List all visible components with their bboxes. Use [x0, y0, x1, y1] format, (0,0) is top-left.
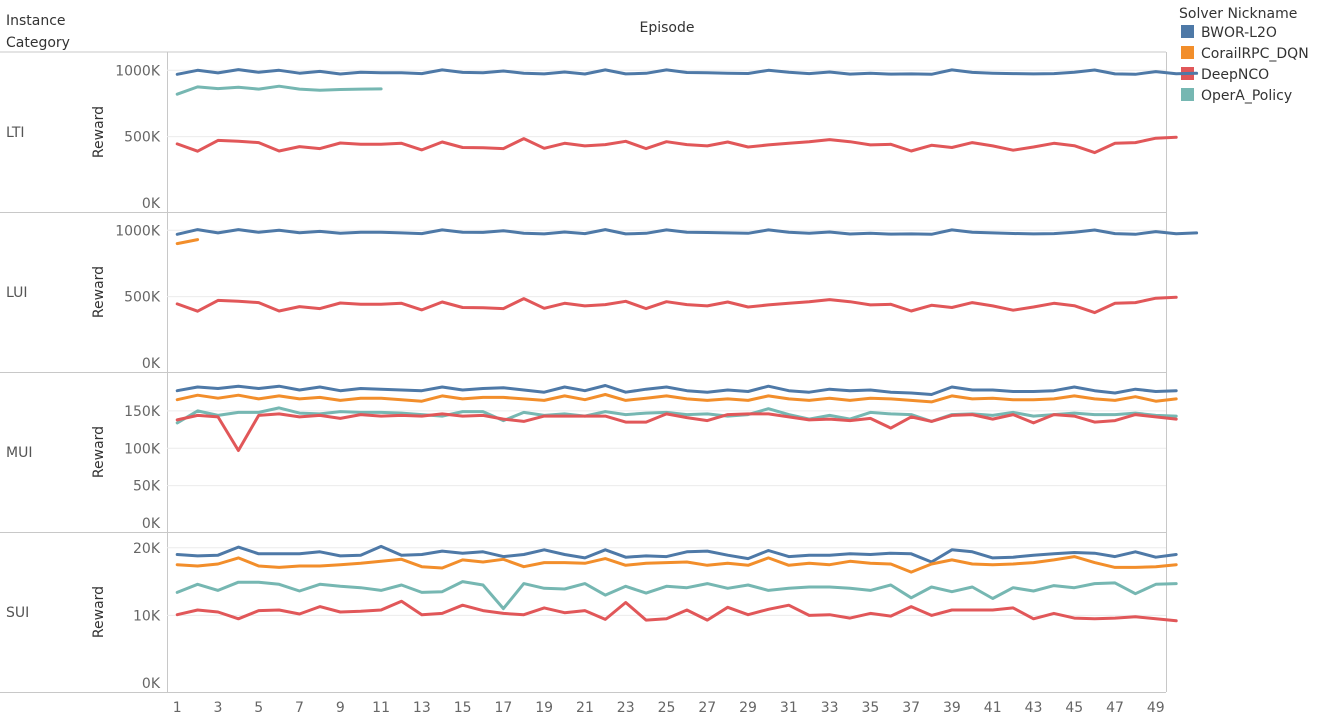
x-tick-label: 39 — [943, 700, 961, 716]
x-tick-label: 29 — [739, 700, 757, 716]
series-line-deepnco-lui[interactable] — [175, 295, 1178, 315]
series-line-deepnco-sui[interactable] — [175, 599, 1178, 623]
x-tick-label: 1 — [173, 700, 182, 716]
x-tick-label: 35 — [861, 700, 879, 716]
series-line-bwor-l2o-lti[interactable] — [175, 68, 1199, 76]
x-tick-label: 11 — [372, 700, 390, 716]
y-axis-title: Reward — [91, 586, 107, 638]
panel-lui: 0K 500K 1000K LUI Reward — [0, 223, 1199, 373]
y-tick-label: 1000K — [115, 223, 161, 239]
row-label-mui: MUI — [6, 445, 32, 461]
legend-swatch-corailrpc-dqn[interactable] — [1181, 46, 1194, 59]
row-label-sui: SUI — [6, 605, 29, 621]
legend-swatch-bwor-l2o[interactable] — [1181, 25, 1194, 38]
x-tick-label: 41 — [984, 700, 1002, 716]
series-line-bwor-l2o-mui[interactable] — [175, 384, 1178, 396]
y-axis-title: Reward — [91, 266, 107, 318]
x-tick-label: 19 — [535, 700, 553, 716]
y-tick-label: 1000K — [115, 63, 161, 79]
x-tick-label: 49 — [1147, 700, 1165, 716]
x-tick-label: 25 — [658, 700, 676, 716]
series-line-corailrpc-dqn-lui[interactable] — [175, 238, 200, 246]
x-axis: 1 3 5 7 9 11 13 15 17 19 21 23 25 27 29 31 33 35 37 39 41 43 4… — [173, 700, 1165, 716]
series-line-opera-policy-sui[interactable] — [175, 580, 1178, 611]
x-tick-label: 3 — [214, 700, 223, 716]
panel-sui: 0K 10K 20K SUI Reward — [0, 541, 1178, 693]
series-line-bwor-l2o-lui[interactable] — [175, 228, 1199, 236]
row-title-line1: Instance — [6, 13, 66, 29]
y-axis-title: Reward — [91, 106, 107, 158]
legend-label-corailrpc-dqn[interactable]: CorailRPC_DQN — [1201, 46, 1309, 62]
legend: Solver Nickname BWOR-L2O CorailRPC_DQN D… — [1179, 6, 1309, 104]
x-tick-label: 5 — [254, 700, 263, 716]
x-tick-label: 23 — [617, 700, 635, 716]
x-tick-label: 31 — [780, 700, 798, 716]
x-tick-label: 37 — [902, 700, 920, 716]
series-line-opera-policy-mui[interactable] — [175, 406, 1178, 425]
legend-label-deepnco[interactable]: DeepNCO — [1201, 67, 1269, 83]
x-tick-label: 45 — [1065, 700, 1083, 716]
y-tick-label: 150K — [124, 404, 161, 420]
x-tick-label: 15 — [454, 700, 472, 716]
legend-title: Solver Nickname — [1179, 6, 1297, 22]
x-tick-label: 43 — [1025, 700, 1043, 716]
series-line-opera-policy-lti[interactable] — [175, 84, 383, 96]
x-tick-label: 47 — [1106, 700, 1124, 716]
y-tick-label: 0K — [142, 516, 161, 532]
y-tick-label: 10K — [133, 608, 161, 624]
row-title-line2: Category — [6, 35, 70, 51]
y-axis-title: Reward — [91, 426, 107, 478]
x-tick-label: 27 — [698, 700, 716, 716]
series-line-deepnco-lti[interactable] — [175, 135, 1178, 155]
series-line-corailrpc-dqn-mui[interactable] — [175, 393, 1178, 404]
column-title: Episode — [640, 20, 695, 36]
legend-label-bwor-l2o[interactable]: BWOR-L2O — [1201, 25, 1277, 41]
x-tick-label: 13 — [413, 700, 431, 716]
row-label-lui: LUI — [6, 285, 27, 301]
y-tick-label: 0K — [142, 676, 161, 692]
y-tick-label: 20K — [133, 541, 161, 557]
x-tick-label: 33 — [821, 700, 839, 716]
y-tick-label: 500K — [124, 290, 161, 306]
panels: 0K 500K 1000K LTI Reward 0K 500K 1000K LUI Reward… — [0, 51, 1199, 693]
series-line-deepnco-mui[interactable] — [175, 412, 1178, 452]
y-tick-label: 0K — [142, 196, 161, 212]
x-tick-label: 7 — [295, 700, 304, 716]
y-tick-label: 50K — [133, 479, 161, 495]
x-tick-label: 9 — [336, 700, 345, 716]
x-tick-label: 21 — [576, 700, 594, 716]
row-label-lti: LTI — [6, 125, 25, 141]
y-tick-label: 500K — [124, 130, 161, 146]
panel-lti: 0K 500K 1000K LTI Reward — [0, 63, 1199, 213]
series-line-corailrpc-dqn-sui[interactable] — [175, 555, 1178, 574]
legend-label-opera-policy[interactable]: OperA_Policy — [1201, 88, 1292, 104]
series-line-bwor-l2o-sui[interactable] — [175, 544, 1178, 564]
panel-mui: 0K 50K 100K 150K MUI Reward — [0, 384, 1178, 533]
legend-swatch-opera-policy[interactable] — [1181, 88, 1194, 101]
y-tick-label: 0K — [142, 356, 161, 372]
x-tick-label: 17 — [494, 700, 512, 716]
y-tick-label: 100K — [124, 441, 161, 457]
